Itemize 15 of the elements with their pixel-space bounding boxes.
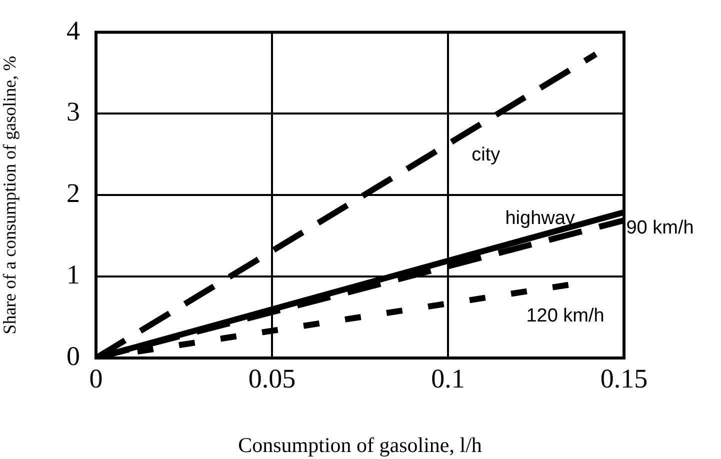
x-tick-label: 0 <box>89 363 103 394</box>
y-tick-label: 1 <box>66 260 80 290</box>
series-label: city <box>472 144 501 166</box>
y-tick-label: 3 <box>66 96 80 127</box>
series-label: 120 km/h <box>526 305 604 326</box>
y-tick-label: 4 <box>66 15 80 46</box>
series-label: highway <box>505 208 576 229</box>
series-label: 90 km/h <box>626 218 694 239</box>
x-tick-label: 0.05 <box>248 363 296 394</box>
x-tick-label: 0.1 <box>431 363 465 394</box>
x-axis-title: Consumption of gasoline, l/h <box>238 432 482 457</box>
y-axis-title: Share of a consumption of gasoline, % <box>0 56 20 334</box>
y-tick-label: 2 <box>66 178 80 208</box>
y-tick-label: 0 <box>66 341 80 372</box>
x-tick-label: 0.15 <box>600 363 648 394</box>
